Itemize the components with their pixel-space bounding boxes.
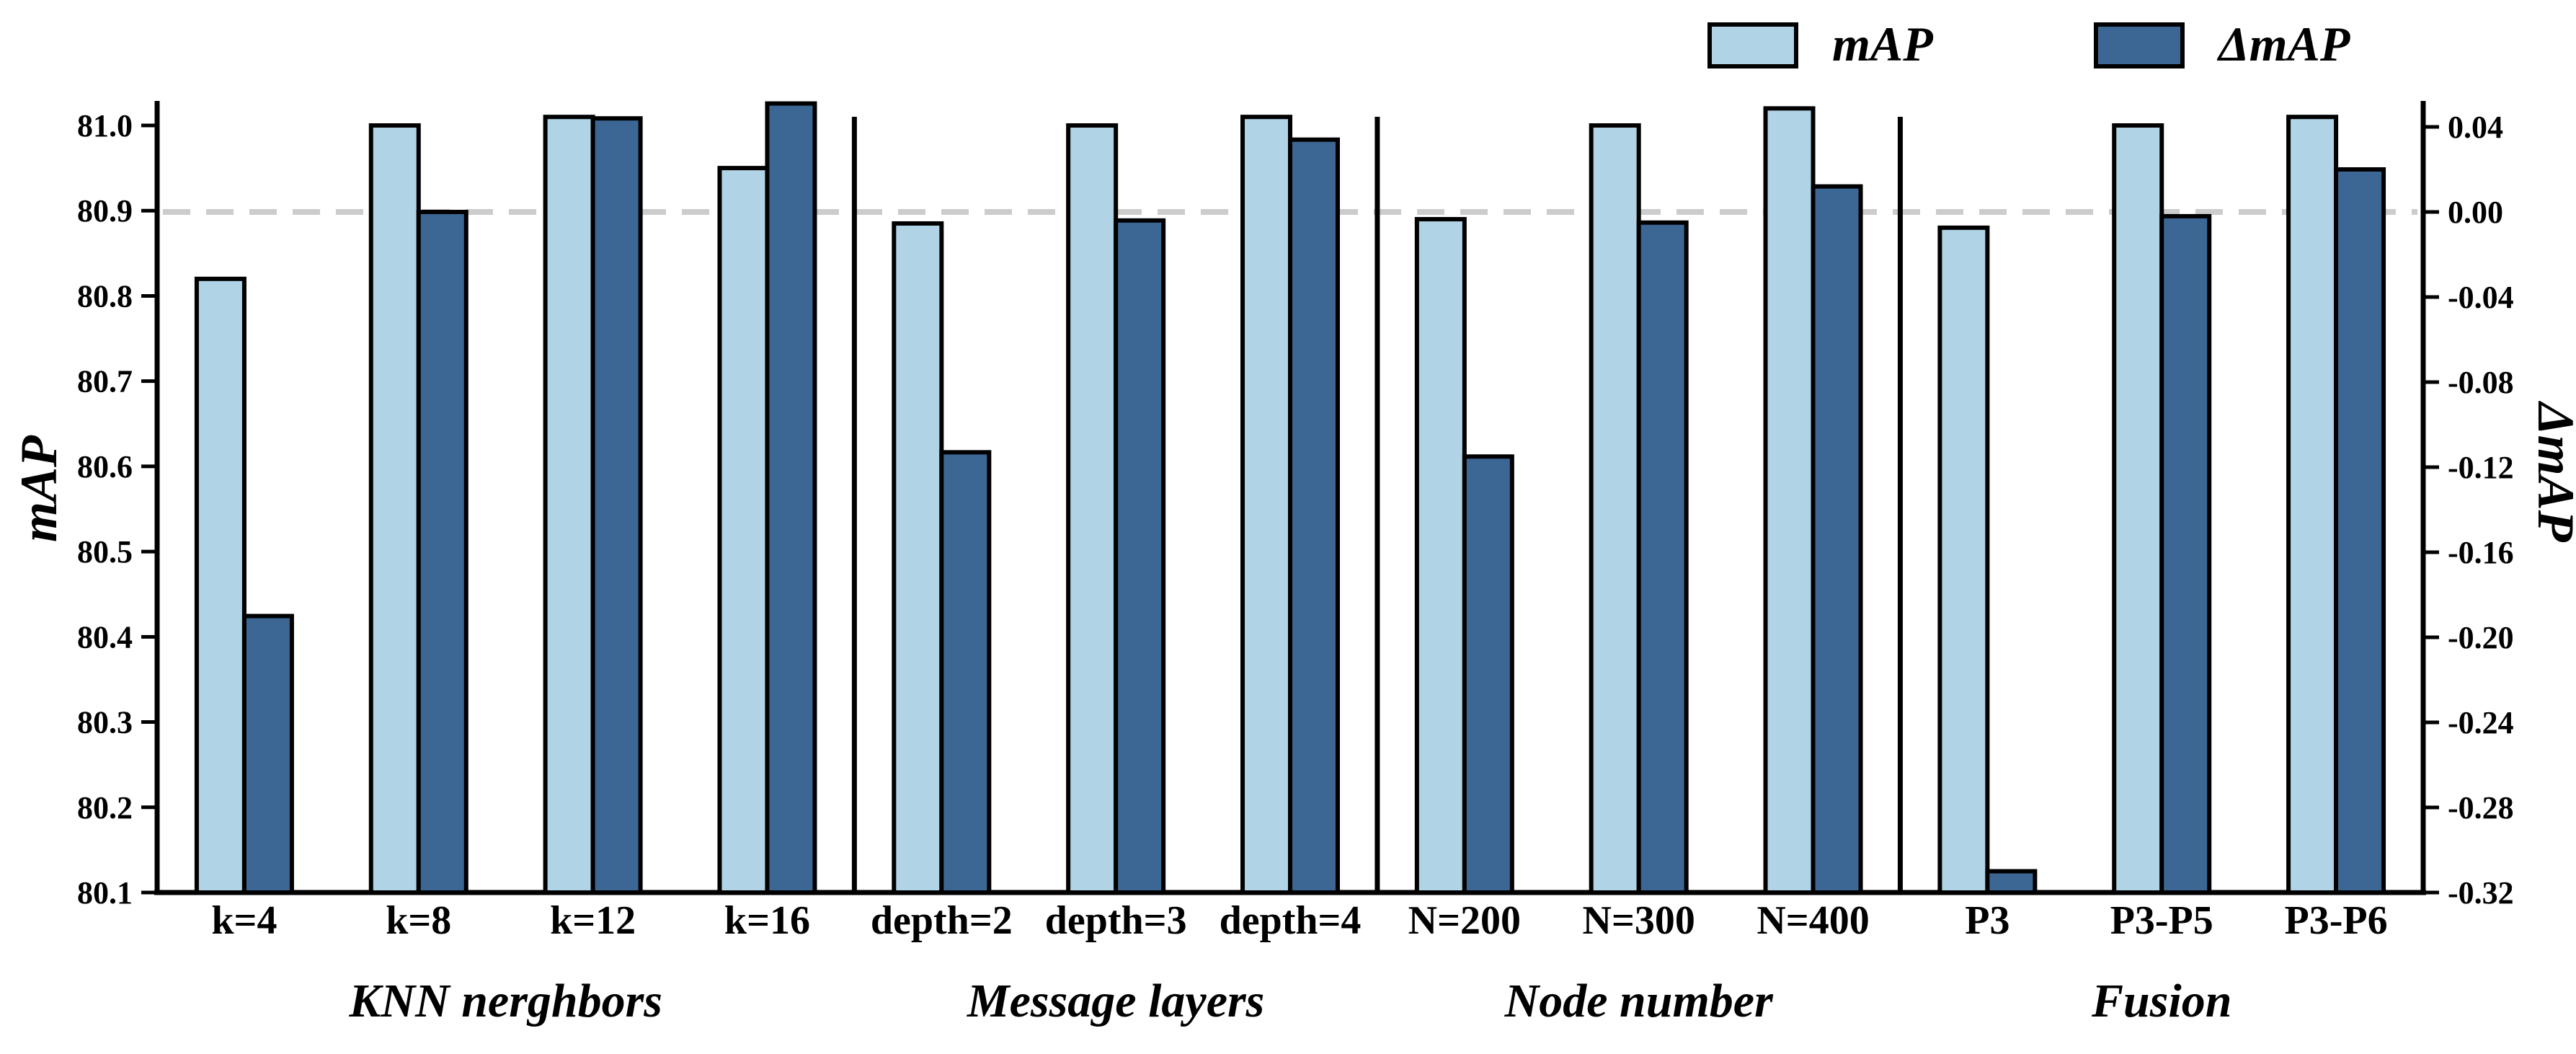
category-label: P3-P6 — [2285, 898, 2388, 943]
left-tick-label: 80.7 — [77, 364, 133, 399]
category-label: N=200 — [1408, 898, 1521, 943]
left-tick-label: 80.9 — [77, 193, 133, 229]
category-labels: k=4 k=8 k=12 k=16 depth=2 depth=3 depth=4 N=200… — [211, 898, 2387, 943]
group-label: KNN nerghbors — [348, 975, 662, 1027]
bar-delta-mAP — [1636, 220, 1689, 895]
right-tick-label: 0.00 — [2448, 195, 2503, 230]
category-label: N=300 — [1583, 898, 1695, 943]
right-tick-label: -0.32 — [2448, 875, 2514, 911]
category-label: P3-P5 — [2110, 898, 2213, 943]
bar-delta-mAP — [765, 101, 817, 895]
bar-mAP — [368, 123, 421, 895]
legend-swatch — [2094, 22, 2185, 68]
bar-mAP — [1414, 217, 1467, 895]
right-tick-label: 0.04 — [2448, 110, 2503, 145]
left-tick-label: 80.8 — [77, 278, 133, 314]
bar-delta-mAP — [2159, 213, 2212, 895]
bar-mAP — [1240, 115, 1292, 895]
category-label: N=400 — [1756, 898, 1869, 943]
category-label: k=12 — [550, 898, 636, 943]
bar-delta-mAP — [1985, 869, 2038, 895]
left-tick-label: 80.5 — [77, 534, 133, 570]
left-tick-label: 80.1 — [77, 875, 133, 911]
bar-delta-mAP — [416, 210, 468, 895]
bar-mAP — [1066, 123, 1119, 895]
bar-mAP — [2286, 115, 2339, 895]
left-tick-label: 80.4 — [77, 619, 133, 655]
right-tick-label: -0.28 — [2448, 790, 2514, 825]
legend-label: mAP — [1832, 17, 1933, 71]
bar-mAP — [2112, 123, 2164, 895]
category-label: depth=3 — [1045, 898, 1187, 943]
bar-delta-mAP — [939, 450, 992, 895]
category-label: depth=4 — [1220, 898, 1362, 943]
group-label: Fusion — [2091, 975, 2231, 1027]
legend-swatch — [1707, 22, 1798, 68]
bar-mAP — [543, 115, 595, 895]
category-label: k=4 — [211, 898, 277, 943]
left-tick-label: 80.2 — [77, 790, 133, 825]
bar-mAP — [1589, 123, 1641, 895]
category-label: k=8 — [386, 898, 451, 943]
bars — [194, 101, 2386, 895]
bar-mAP — [194, 276, 247, 895]
category-label: k=16 — [724, 898, 810, 943]
right-tick-label: -0.20 — [2448, 620, 2514, 655]
y-axis-title-right: ΔmAP — [2527, 400, 2576, 542]
legend: mAP ΔmAP — [1707, 17, 2350, 71]
y-axis-title-left: mAP — [10, 435, 68, 542]
bar-delta-mAP — [1462, 454, 1514, 895]
bar-mAP — [892, 221, 944, 895]
bar-mAP — [1937, 225, 1990, 895]
right-tick-label: -0.16 — [2448, 535, 2514, 570]
left-axis: 80.1 80.2 80.3 80.4 80.5 80.6 80.7 80.8 80.9 81.0 — [77, 101, 2426, 911]
left-tick-label: 81.0 — [77, 108, 133, 143]
bar-delta-mAP — [1811, 184, 1863, 895]
bar-mAP — [1763, 106, 1816, 895]
category-label: depth=2 — [871, 898, 1013, 943]
right-tick-label: -0.24 — [2448, 705, 2514, 740]
bar-delta-mAP — [590, 116, 643, 895]
group-label: Message layers — [967, 975, 1264, 1027]
right-tick-label: -0.12 — [2448, 450, 2514, 485]
left-tick-label: 80.3 — [77, 705, 133, 740]
bar-delta-mAP — [1114, 218, 1166, 895]
right-tick-label: -0.08 — [2448, 365, 2514, 400]
group-labels: KNN nerghbors Message layers Node number Fu… — [348, 975, 2231, 1027]
bar-delta-mAP — [2334, 167, 2386, 895]
bar-delta-mAP — [1288, 137, 1340, 895]
right-axis: -0.32 -0.28 -0.24 -0.20 -0.16 -0.12 -0.08 -0.04… — [2420, 101, 2514, 911]
group-label: Node number — [1504, 975, 1775, 1027]
bar-delta-mAP — [241, 614, 294, 895]
bar-mAP — [717, 166, 770, 895]
group-separators — [851, 117, 1903, 893]
right-tick-label: -0.04 — [2448, 280, 2514, 315]
category-label: P3 — [1965, 898, 2009, 943]
legend-label: ΔmAP — [2216, 17, 2350, 71]
left-tick-label: 80.6 — [77, 449, 133, 484]
